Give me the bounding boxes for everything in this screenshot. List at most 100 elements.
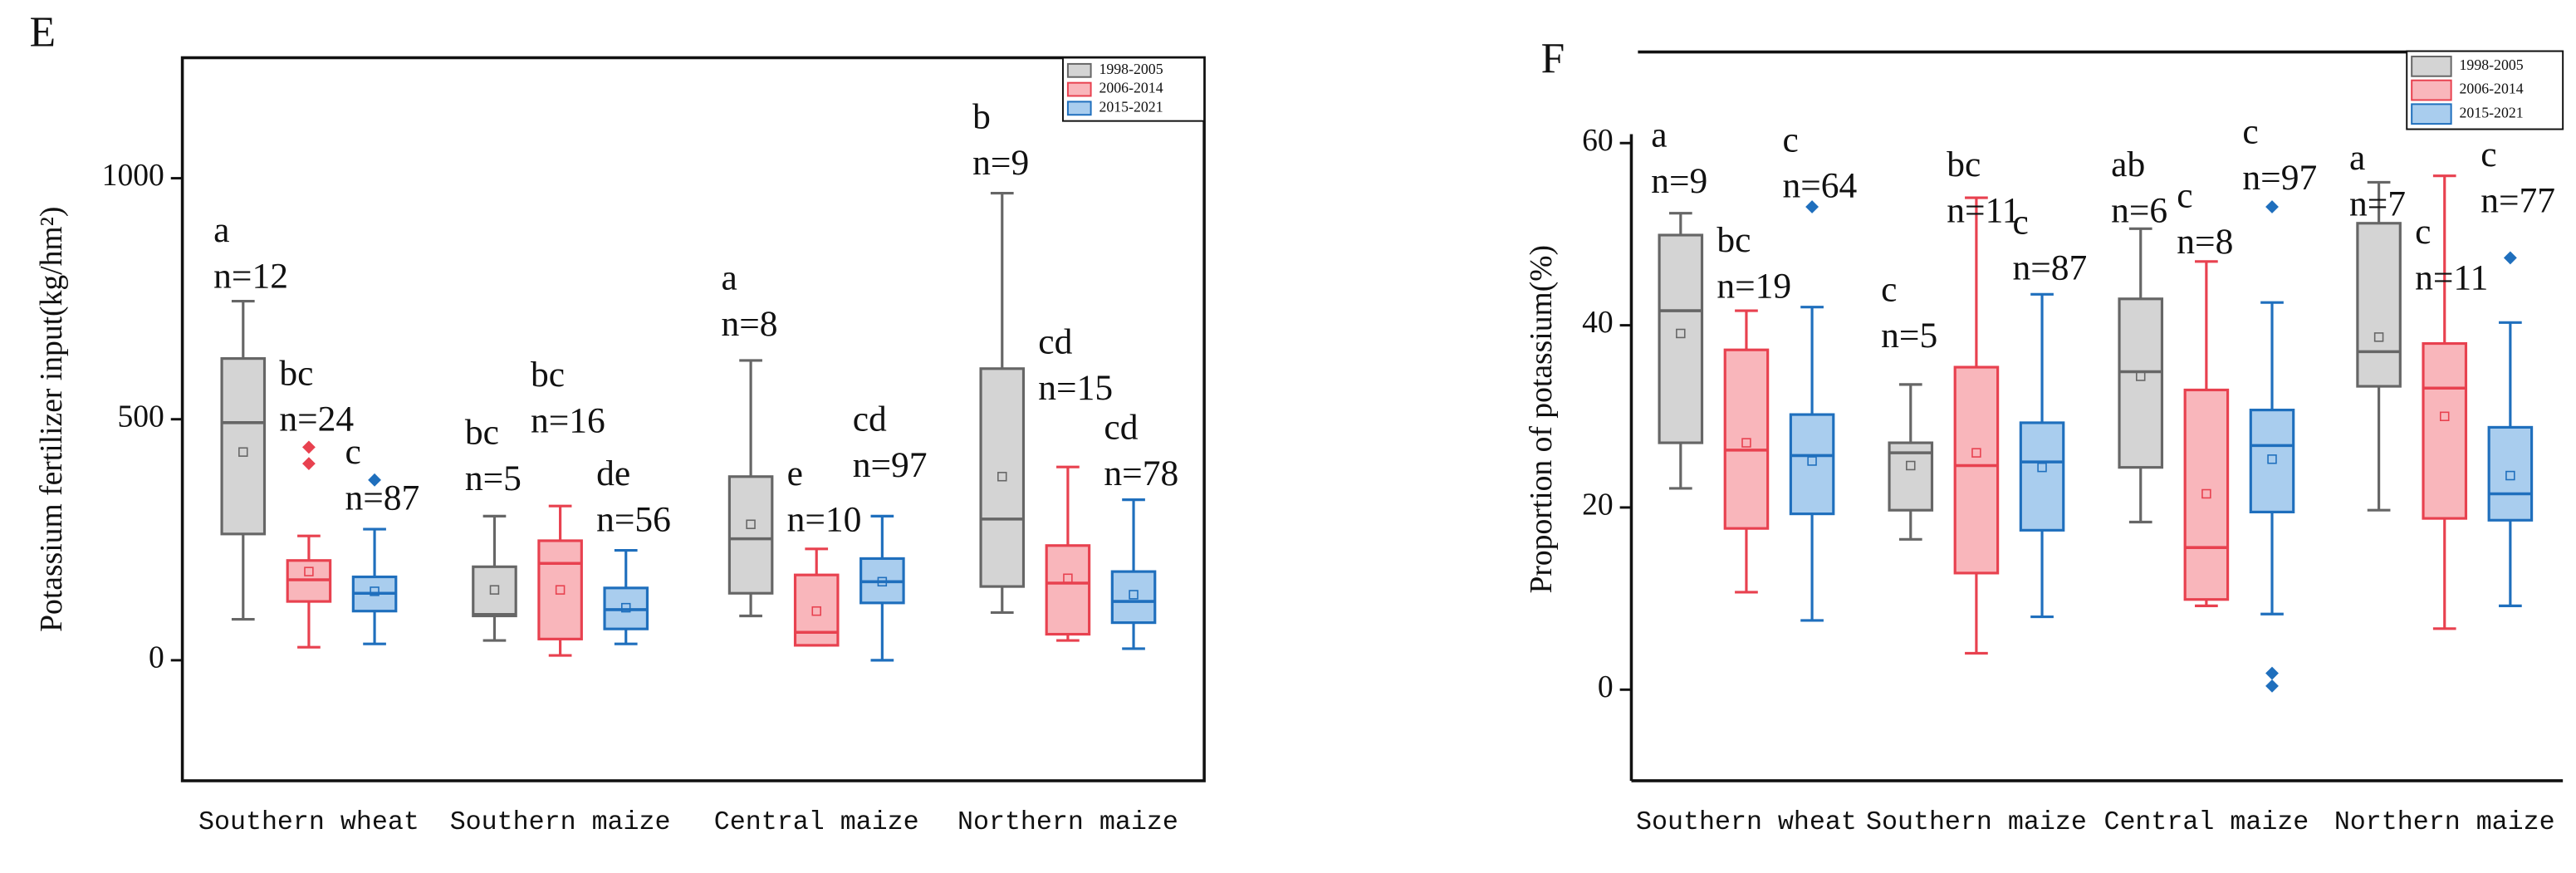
- significance-letter: a: [721, 258, 737, 298]
- mean-marker: [877, 576, 888, 587]
- mean-marker: [1906, 460, 1916, 471]
- legend-swatch: [1066, 101, 1092, 116]
- legend-label: 2006-2014: [1099, 80, 1163, 96]
- y-tick-label: 0: [1598, 670, 1614, 704]
- box: [2356, 222, 2402, 388]
- box: [2019, 421, 2065, 532]
- mean-marker: [238, 447, 248, 457]
- sample-size-label: n=7: [2349, 184, 2406, 224]
- sample-size-label: n=19: [1717, 266, 1791, 306]
- significance-letter: c: [345, 432, 360, 472]
- mean-marker: [489, 585, 500, 595]
- sample-size-label: n=77: [2481, 181, 2555, 221]
- mean-marker: [304, 566, 314, 576]
- box: [537, 539, 583, 640]
- significance-letter: bc: [531, 355, 565, 395]
- mean-marker: [370, 586, 380, 596]
- mean-marker: [1063, 573, 1073, 583]
- sample-size-label: n=16: [531, 401, 605, 441]
- significance-letter: cd: [853, 400, 887, 439]
- y-tick-label: 500: [117, 400, 164, 434]
- significance-letter: a: [213, 210, 229, 250]
- sample-size-label: n=11: [2415, 258, 2488, 298]
- significance-letter: bc: [465, 412, 499, 452]
- legend-label: 2015-2021: [1099, 98, 1163, 115]
- x-tick-label: Southern maize: [1866, 807, 2087, 837]
- y-tick-label: 40: [1582, 306, 1614, 340]
- sample-size-label: n=78: [1104, 454, 1178, 493]
- legend-swatch: [2411, 103, 2452, 125]
- y-tick-label: 1000: [102, 159, 164, 193]
- box: [1789, 413, 1835, 516]
- y-tick-label: 60: [1582, 124, 1614, 158]
- mean-marker: [555, 585, 566, 595]
- panel-label: E: [30, 9, 56, 56]
- mean-marker: [2267, 454, 2277, 464]
- box: [979, 367, 1026, 588]
- legend-label: 1998-2005: [2460, 56, 2524, 73]
- significance-letter: de: [596, 454, 630, 493]
- x-tick-label: Central maize: [714, 807, 919, 837]
- sample-size-label: n=12: [213, 257, 288, 297]
- mean-marker: [1807, 456, 1817, 466]
- y-axis-title: Proportion of potassium(%): [1525, 245, 1559, 594]
- sample-size-label: n=5: [1881, 316, 1937, 356]
- mean-marker: [1971, 448, 1981, 458]
- sample-size-label: n=97: [853, 445, 928, 485]
- box: [2422, 341, 2468, 520]
- mean-marker: [621, 602, 631, 613]
- box: [1658, 233, 1704, 444]
- significance-letter: bc: [1717, 220, 1751, 260]
- mean-marker: [811, 606, 821, 616]
- sample-size-label: n=10: [787, 499, 862, 539]
- sample-size-label: n=87: [345, 478, 419, 518]
- legend-swatch: [2411, 79, 2452, 101]
- significance-letter: c: [2415, 212, 2431, 252]
- mean-marker: [2136, 371, 2146, 381]
- x-tick-label: Northern maize: [957, 807, 1178, 837]
- x-tick-label: Central maize: [2103, 807, 2309, 837]
- chart-panel: E Potassium fertilizer input(kg/hm²) 0 500 1…: [30, 9, 1206, 837]
- legend-label: 1998-2005: [1099, 61, 1163, 77]
- significance-letter: bc: [279, 353, 313, 393]
- mean-marker: [2505, 470, 2515, 481]
- sample-size-label: n=5: [465, 459, 522, 498]
- legend-swatch: [1066, 81, 1092, 97]
- significance-letter: b: [972, 97, 991, 137]
- significance-letter: cd: [1104, 408, 1138, 448]
- box: [727, 475, 774, 595]
- x-tick-label: Southern maize: [450, 807, 671, 837]
- y-axis-title: Potassium fertilizer input(kg/hm²): [35, 207, 69, 632]
- sample-size-label: n=87: [2012, 248, 2087, 288]
- sample-size-label: n=97: [2242, 158, 2317, 198]
- mean-marker: [2373, 332, 2384, 342]
- chart-panel: F Proportion of potassium(%) 0 20 40 60 Southe…: [1525, 35, 2564, 837]
- box: [1953, 365, 2000, 575]
- significance-letter: c: [2177, 176, 2192, 216]
- sample-size-label: n=15: [1038, 368, 1113, 408]
- outlier: [1805, 200, 1819, 213]
- y-tick-label: 0: [149, 641, 164, 675]
- y-tick-label: 20: [1582, 488, 1614, 522]
- significance-letter: e: [787, 454, 803, 493]
- significance-letter: ab: [2111, 145, 2145, 184]
- sample-size-label: n=64: [1782, 166, 1857, 206]
- sample-size-label: n=56: [596, 499, 671, 539]
- significance-letter: c: [2012, 202, 2028, 242]
- legend-swatch: [1066, 62, 1092, 78]
- mean-marker: [2201, 488, 2211, 499]
- sample-size-label: n=8: [2177, 222, 2233, 262]
- mean-marker: [2439, 411, 2450, 422]
- sample-size-label: n=24: [279, 400, 354, 439]
- box: [220, 357, 267, 536]
- significance-letter: c: [1881, 269, 1897, 309]
- sample-size-label: n=8: [721, 304, 777, 344]
- box: [2183, 388, 2230, 601]
- box: [2118, 297, 2164, 469]
- sample-size-label: n=9: [972, 143, 1029, 183]
- box: [1045, 544, 1091, 636]
- significance-letter: c: [2242, 111, 2258, 151]
- legend-label: 2006-2014: [2460, 81, 2524, 97]
- box: [472, 565, 517, 618]
